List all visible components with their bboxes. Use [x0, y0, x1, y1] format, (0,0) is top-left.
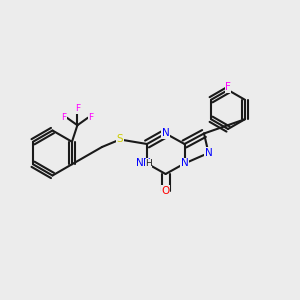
Text: N: N [143, 158, 151, 169]
Text: N: N [181, 158, 188, 169]
Text: S: S [117, 134, 123, 145]
Text: F: F [75, 104, 80, 113]
Text: F: F [88, 113, 93, 122]
Text: N: N [162, 128, 170, 139]
Text: N: N [205, 148, 212, 158]
Text: F: F [225, 82, 231, 92]
Text: O: O [161, 185, 170, 196]
Text: F: F [61, 113, 66, 122]
Text: N: N [136, 158, 143, 169]
Text: H: H [146, 159, 152, 168]
Text: N: N [136, 158, 143, 169]
